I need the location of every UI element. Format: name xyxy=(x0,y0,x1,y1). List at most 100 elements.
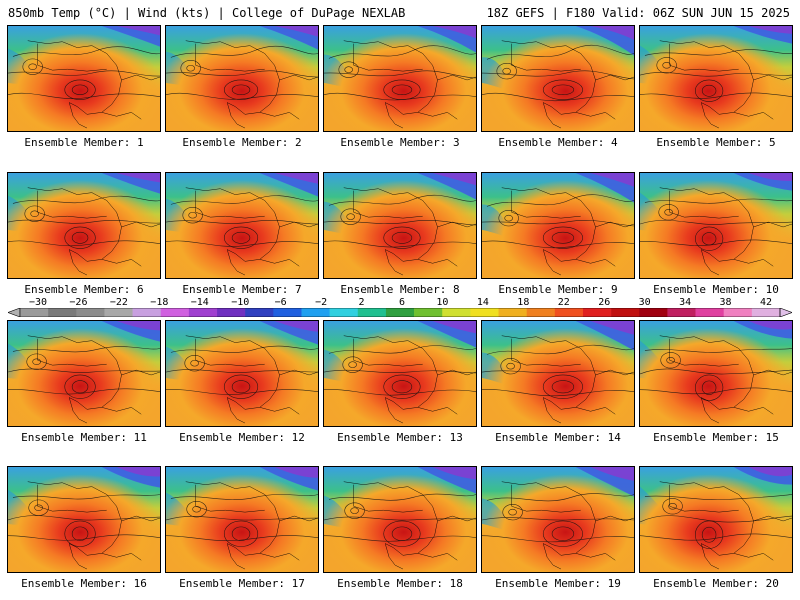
colorbar-segment xyxy=(414,308,443,317)
forecast-map xyxy=(324,173,476,278)
ensemble-member-map-panel xyxy=(165,25,319,132)
colorbar-segment xyxy=(470,308,499,317)
colorbar-segment xyxy=(76,308,105,317)
ensemble-member-map-panel xyxy=(7,466,161,573)
colorbar-tick-label: −30 xyxy=(28,297,48,308)
colorbar-segment xyxy=(217,308,246,317)
ensemble-member-label: Ensemble Member: 1 xyxy=(24,136,144,149)
colorbar-segment xyxy=(385,308,415,317)
colorbar-tick-label: 10 xyxy=(436,297,449,308)
ensemble-member-map-panel xyxy=(7,320,161,427)
colorbar-segment xyxy=(160,308,190,317)
ensemble-member-map-panel xyxy=(165,172,319,279)
colorbar-segment xyxy=(667,308,696,317)
colorbar-segment xyxy=(526,308,556,317)
colorbar-segment xyxy=(723,308,753,317)
forecast-map xyxy=(324,467,476,572)
ensemble-member-map-panel xyxy=(481,172,635,279)
forecast-map xyxy=(166,467,318,572)
header-valid-time: 18Z GEFS | F180 Valid: 06Z SUN JUN 15 20… xyxy=(486,6,790,20)
forecast-map xyxy=(482,173,634,278)
colorbar-segment xyxy=(20,308,49,317)
ensemble-member-label: Ensemble Member: 18 xyxy=(337,577,463,590)
ensemble-member-label: Ensemble Member: 9 xyxy=(498,283,618,296)
colorbar-scale xyxy=(8,308,792,317)
ensemble-member-map-panel xyxy=(639,172,793,279)
ensemble-member-label: Ensemble Member: 15 xyxy=(653,431,779,444)
colorbar-segment xyxy=(498,308,527,317)
colorbar-segment xyxy=(695,308,725,317)
colorbar-segment xyxy=(273,308,302,317)
forecast-map xyxy=(640,467,792,572)
forecast-map xyxy=(640,321,792,426)
colorbar-tick-label: −26 xyxy=(69,297,88,308)
colorbar-tick-label: −2 xyxy=(315,297,328,308)
ensemble-member-map-panel xyxy=(323,320,477,427)
ensemble-member-map-panel xyxy=(7,172,161,279)
forecast-map xyxy=(640,173,792,278)
ensemble-member-label: Ensemble Member: 4 xyxy=(498,136,618,149)
colorbar-tick-label: 22 xyxy=(557,297,570,308)
colorbar-segment xyxy=(751,308,781,317)
colorbar-segment xyxy=(132,308,162,317)
forecast-map xyxy=(482,26,634,131)
forecast-map xyxy=(166,173,318,278)
ensemble-member-label: Ensemble Member: 20 xyxy=(653,577,779,590)
colorbar-ticks: −30 −26 −22 −18 −14 −10 −6 −2 2 6 10 14 18 22 26 30 34 38… xyxy=(8,297,792,308)
colorbar-segment xyxy=(48,308,77,317)
colorbar-segment xyxy=(188,308,218,317)
colorbar-tick-label: −14 xyxy=(190,297,209,308)
forecast-map xyxy=(166,321,318,426)
ensemble-member-map-panel xyxy=(639,25,793,132)
colorbar-outline xyxy=(19,308,781,317)
colorbar-tick-label: 42 xyxy=(759,297,773,308)
forecast-map xyxy=(8,26,160,131)
forecast-map xyxy=(8,467,160,572)
forecast-map xyxy=(324,321,476,426)
colorbar-tick-label: 26 xyxy=(598,297,611,308)
forecast-map xyxy=(8,173,160,278)
colorbar-tick-label: 30 xyxy=(638,297,651,308)
colorbar-segment xyxy=(554,308,584,317)
forecast-map xyxy=(166,26,318,131)
ensemble-member-label: Ensemble Member: 10 xyxy=(653,283,779,296)
ensemble-member-map-panel xyxy=(323,466,477,573)
ensemble-member-map-panel xyxy=(481,25,635,132)
ensemble-member-map-panel xyxy=(481,320,635,427)
colorbar-segment xyxy=(329,308,359,317)
colorbar-segment xyxy=(611,308,640,317)
colorbar-segment xyxy=(104,308,133,317)
colorbar-tick-label: −22 xyxy=(109,297,128,308)
forecast-map xyxy=(482,467,634,572)
ensemble-member-label: Ensemble Member: 11 xyxy=(21,431,147,444)
forecast-map xyxy=(8,321,160,426)
forecast-map xyxy=(324,26,476,131)
colorbar-segment xyxy=(582,308,612,317)
colorbar-segment xyxy=(245,308,274,317)
ensemble-member-label: Ensemble Member: 6 xyxy=(24,283,144,296)
ensemble-member-map-panel xyxy=(7,25,161,132)
colorbar-tick-label: −10 xyxy=(231,297,250,308)
colorbar-tick-label: 6 xyxy=(398,297,406,308)
ensemble-member-label: Ensemble Member: 8 xyxy=(340,283,460,296)
ensemble-member-map-panel xyxy=(165,466,319,573)
colorbar-segment xyxy=(442,308,471,317)
colorbar-tick-label: 14 xyxy=(476,297,489,308)
ensemble-member-map-panel xyxy=(165,320,319,427)
colorbar-tick-label: 2 xyxy=(358,297,365,308)
ensemble-member-label: Ensemble Member: 14 xyxy=(495,431,621,444)
ensemble-member-map-panel xyxy=(481,466,635,573)
colorbar-tick-label: −6 xyxy=(274,297,287,308)
colorbar-right-arrow xyxy=(779,308,792,317)
ensemble-member-label: Ensemble Member: 12 xyxy=(179,431,305,444)
forecast-map xyxy=(640,26,792,131)
ensemble-member-label: Ensemble Member: 7 xyxy=(182,283,302,296)
colorbar-tick-label: 34 xyxy=(679,297,692,308)
forecast-map xyxy=(482,321,634,426)
ensemble-member-label: Ensemble Member: 16 xyxy=(21,577,147,590)
ensemble-member-label: Ensemble Member: 3 xyxy=(340,136,460,149)
colorbar-left-arrow xyxy=(8,308,21,317)
ensemble-member-map-panel xyxy=(323,172,477,279)
ensemble-member-map-panel xyxy=(323,25,477,132)
ensemble-member-label: Ensemble Member: 17 xyxy=(179,577,305,590)
